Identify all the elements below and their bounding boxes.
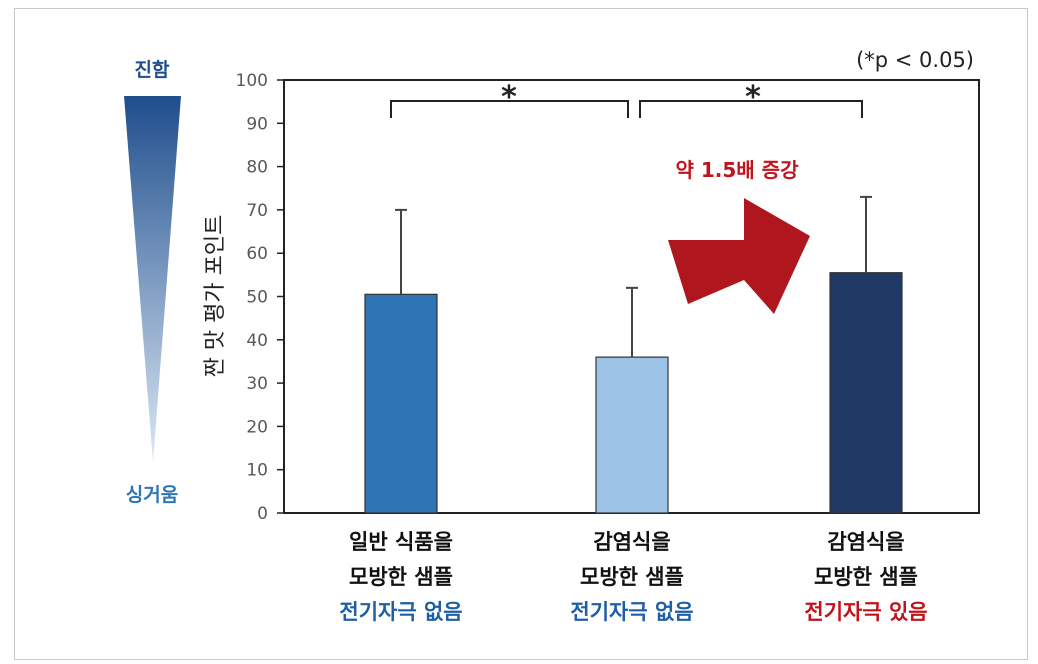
y-tick-label: 20: [246, 417, 268, 437]
y-tick-label: 80: [246, 158, 268, 178]
increase-label: 약 1.5배 증강: [676, 158, 800, 182]
intensity-wedge: [124, 96, 181, 462]
significance-brackets: [390, 100, 863, 118]
category-1-line2: 모방한 샘플: [349, 565, 453, 589]
y-tick-label: 0: [257, 504, 268, 524]
bars: [364, 272, 903, 514]
category-3-line2: 모방한 샘플: [814, 565, 918, 589]
y-tick-label: 50: [246, 288, 268, 308]
y-tick-label: 40: [246, 331, 268, 351]
category-3-line3: 전기자극 있음: [804, 600, 927, 624]
significance-star-1: *: [501, 80, 517, 115]
y-ticks: 0 10 20 30 40 50 60 70 80 90 100: [236, 71, 284, 524]
error-bars: [395, 195, 872, 358]
significance-star-2: *: [745, 80, 761, 115]
y-tick-label: 10: [246, 461, 268, 481]
y-tick-label: 100: [236, 71, 268, 91]
y-tick-label: 70: [246, 201, 268, 221]
scale-bottom-label: 싱거움: [126, 484, 178, 506]
category-1-line3: 전기자극 없음: [339, 600, 462, 624]
scale-top-label: 진함: [135, 59, 170, 81]
category-2-line1: 감염식을: [593, 530, 670, 554]
significance-note: (*p < 0.05): [856, 48, 974, 72]
figure-frame: [14, 8, 1028, 660]
bar-2: [595, 356, 669, 514]
category-2-line3: 전기자극 없음: [570, 600, 693, 624]
bar-3: [829, 272, 903, 514]
category-1-line1: 일반 식품을: [349, 530, 453, 554]
y-tick-label: 60: [246, 244, 268, 264]
y-axis-label: 짠 맛 평가 포인트: [203, 215, 228, 378]
bracket-left: [390, 100, 629, 118]
bracket-right: [639, 100, 863, 118]
y-tick-label: 30: [246, 374, 268, 394]
category-2-line2: 모방한 샘플: [580, 565, 684, 589]
category-3-line1: 감염식을: [827, 530, 904, 554]
y-tick-label: 90: [246, 114, 268, 134]
increase-arrow-icon: [668, 198, 810, 314]
bar-1: [364, 293, 438, 514]
